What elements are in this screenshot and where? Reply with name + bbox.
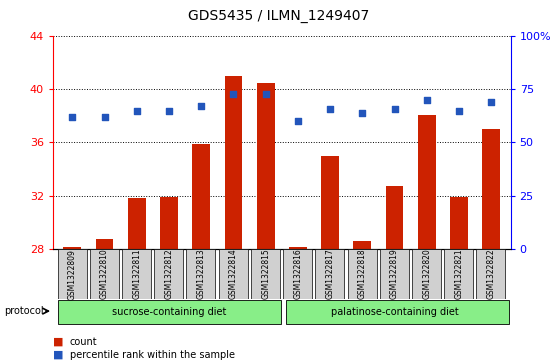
FancyBboxPatch shape [286,301,509,324]
Bar [482,129,500,249]
Bar [224,76,242,249]
Bar [193,144,210,249]
FancyBboxPatch shape [154,249,183,299]
Point [229,91,238,97]
Text: GSM1322820: GSM1322820 [422,249,431,299]
FancyBboxPatch shape [57,249,86,299]
Text: GSM1322815: GSM1322815 [261,249,270,299]
Text: ■: ■ [53,350,64,360]
Bar [418,115,436,249]
FancyBboxPatch shape [122,249,151,299]
FancyBboxPatch shape [251,249,280,299]
Text: percentile rank within the sample: percentile rank within the sample [70,350,235,360]
FancyBboxPatch shape [283,249,312,299]
Bar [128,198,146,249]
Text: ■: ■ [53,337,64,347]
Text: palatinose-containing diet: palatinose-containing diet [331,307,459,317]
Point [326,106,335,111]
Point [455,108,464,114]
FancyBboxPatch shape [57,301,281,324]
Point [132,108,141,114]
FancyBboxPatch shape [477,249,506,299]
Point [487,99,496,105]
Point [197,103,206,109]
FancyBboxPatch shape [444,249,473,299]
Text: GSM1322811: GSM1322811 [132,249,141,299]
Text: GSM1322813: GSM1322813 [197,249,206,299]
FancyBboxPatch shape [219,249,248,299]
FancyBboxPatch shape [380,249,409,299]
Text: GSM1322809: GSM1322809 [68,249,77,299]
Text: GSM1322816: GSM1322816 [294,249,302,299]
Point [100,114,109,120]
Point [261,91,270,97]
Point [422,97,431,103]
FancyBboxPatch shape [348,249,377,299]
Text: GSM1322814: GSM1322814 [229,249,238,299]
Bar [257,83,275,249]
Text: sucrose-containing diet: sucrose-containing diet [112,307,226,317]
FancyBboxPatch shape [315,249,344,299]
Point [165,108,174,114]
Text: GSM1322819: GSM1322819 [390,249,399,299]
Bar [160,197,178,249]
Text: protocol: protocol [4,306,44,316]
Text: GSM1322810: GSM1322810 [100,249,109,299]
Point [390,106,399,111]
Text: GSM1322818: GSM1322818 [358,249,367,299]
Bar [321,156,339,249]
Bar [96,239,113,249]
Point [294,118,302,124]
Bar [386,186,403,249]
Bar [353,241,371,249]
Text: GSM1322812: GSM1322812 [165,249,174,299]
Text: GDS5435 / ILMN_1249407: GDS5435 / ILMN_1249407 [189,9,369,23]
Point [358,110,367,116]
Text: GSM1322822: GSM1322822 [487,249,496,299]
Bar [64,247,81,249]
Point [68,114,77,120]
FancyBboxPatch shape [90,249,119,299]
Text: GSM1322821: GSM1322821 [455,249,464,299]
Text: count: count [70,337,98,347]
Text: GSM1322817: GSM1322817 [326,249,335,299]
Bar [450,197,468,249]
FancyBboxPatch shape [186,249,215,299]
Bar [289,247,307,249]
FancyBboxPatch shape [412,249,441,299]
